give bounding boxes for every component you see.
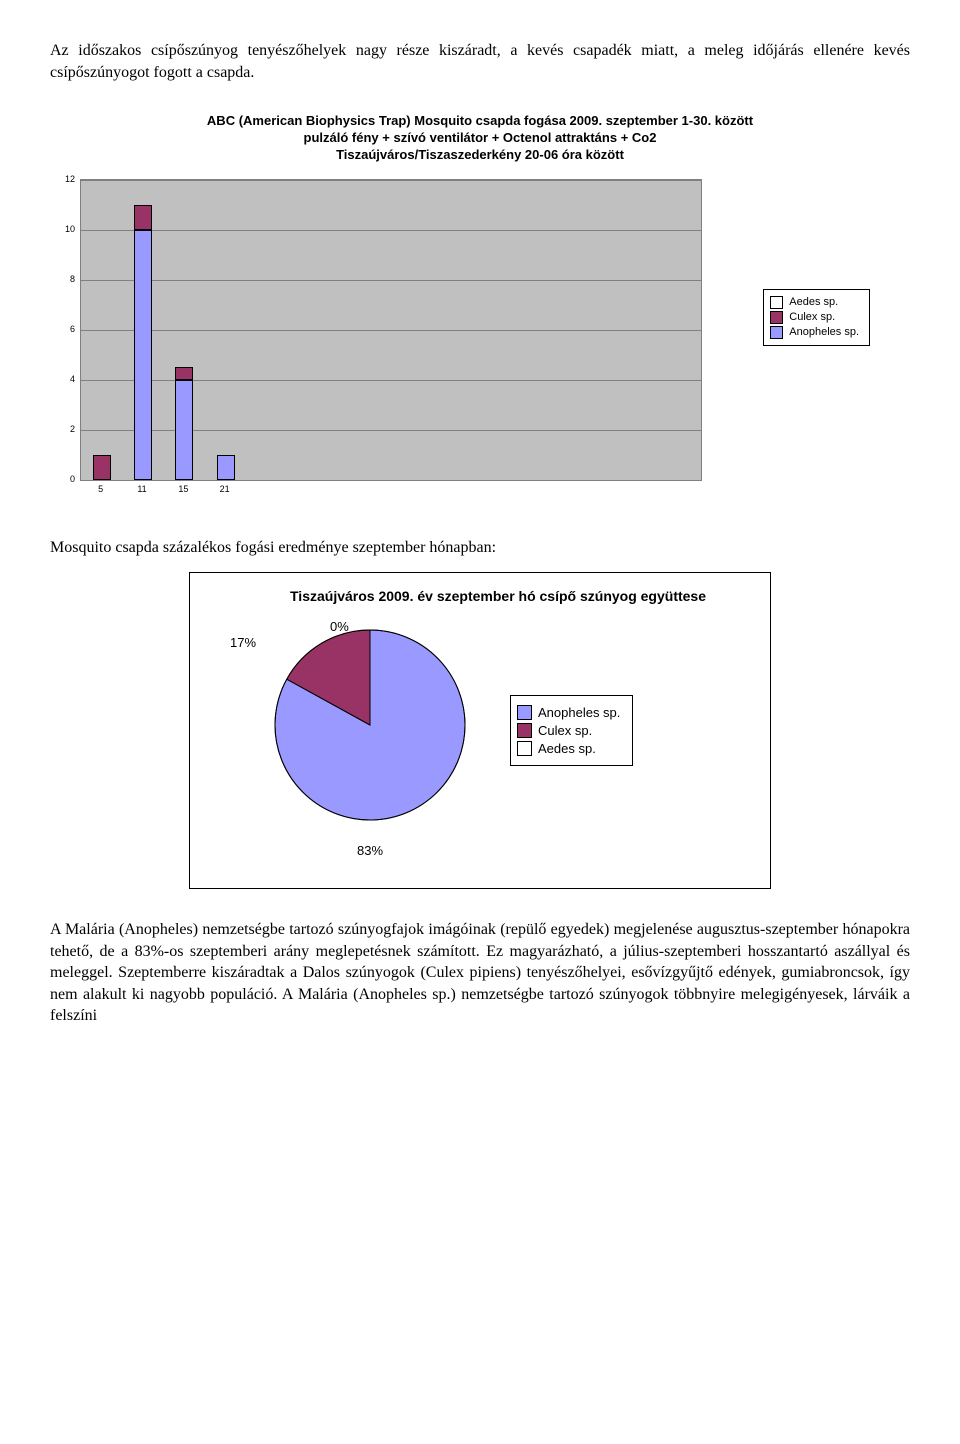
pie-chart: 17% 0% (210, 625, 470, 835)
gridline (81, 230, 701, 231)
gridline (81, 180, 701, 181)
pie-chart-container: Tiszaújváros 2009. év szeptember hó csíp… (189, 572, 771, 889)
x-tick-label: 21 (220, 484, 230, 494)
gridline (81, 380, 701, 381)
legend-swatch (517, 741, 532, 756)
legend-swatch (517, 705, 532, 720)
y-tick-label: 12 (50, 174, 75, 184)
pie-chart-legend: Anopheles sp. Culex sp. Aedes sp. (510, 695, 633, 766)
gridline (81, 430, 701, 431)
pie-label-17: 17% (230, 635, 256, 650)
bar-segment (93, 455, 111, 480)
legend-label: Aedes sp. (538, 741, 596, 756)
bar-group (217, 455, 235, 480)
intro-paragraph: Az időszakos csípőszúnyog tenyészőhelyek… (50, 40, 910, 83)
legend-swatch (770, 311, 783, 324)
pie-label-83: 83% (270, 843, 470, 858)
bar-group (175, 367, 193, 480)
bar-segment (134, 230, 152, 480)
legend-swatch (770, 326, 783, 339)
legend-item: Aedes sp. (770, 296, 859, 309)
y-tick-label: 0 (50, 474, 75, 484)
bar-segment (134, 205, 152, 230)
gridline (81, 280, 701, 281)
legend-item: Culex sp. (517, 723, 620, 738)
pie-svg (270, 625, 470, 825)
bar-chart-title-line2: pulzáló fény + szívó ventilátor + Octeno… (304, 130, 657, 145)
pie-label-0: 0% (330, 619, 349, 634)
x-tick-label: 11 (137, 484, 146, 494)
closing-paragraph: A Malária (Anopheles) nemzetségbe tartoz… (50, 919, 910, 1027)
y-tick-label: 6 (50, 324, 75, 334)
bar-chart-title-line3: Tiszaújváros/Tiszaszederkény 20-06 óra k… (336, 147, 624, 162)
y-tick-label: 4 (50, 374, 75, 384)
bar-group (134, 205, 152, 480)
legend-item: Anopheles sp. (517, 705, 620, 720)
legend-label: Anopheles sp. (538, 705, 620, 720)
legend-item: Anopheles sp. (770, 326, 859, 339)
bar-chart: Aedes sp. Culex sp. Anopheles sp. 0 2 4 6 8 10 1… (50, 179, 910, 499)
bar-chart-title-line1: ABC (American Biophysics Trap) Mosquito … (207, 113, 753, 128)
gridline (81, 330, 701, 331)
y-tick-label: 8 (50, 274, 75, 284)
legend-item: Aedes sp. (517, 741, 620, 756)
bar-chart-plot-area (80, 179, 702, 481)
legend-swatch (770, 296, 783, 309)
legend-label: Aedes sp. (789, 296, 838, 308)
legend-item: Culex sp. (770, 311, 859, 324)
legend-label: Culex sp. (789, 311, 835, 323)
x-tick-label: 5 (98, 484, 103, 494)
bar-chart-title: ABC (American Biophysics Trap) Mosquito … (50, 113, 910, 164)
section-caption: Mosquito csapda százalékos fogási eredmé… (50, 539, 910, 557)
legend-swatch (517, 723, 532, 738)
bar-segment (217, 455, 235, 480)
bar-group (93, 455, 111, 480)
y-tick-label: 10 (50, 224, 75, 234)
x-tick-label: 15 (178, 484, 188, 494)
legend-label: Anopheles sp. (789, 326, 859, 338)
bar-segment (175, 380, 193, 480)
legend-label: Culex sp. (538, 723, 592, 738)
bar-segment (175, 367, 193, 380)
pie-chart-title: Tiszaújváros 2009. év szeptember hó csíp… (290, 587, 750, 605)
bar-chart-legend: Aedes sp. Culex sp. Anopheles sp. (763, 289, 870, 346)
y-tick-label: 2 (50, 424, 75, 434)
